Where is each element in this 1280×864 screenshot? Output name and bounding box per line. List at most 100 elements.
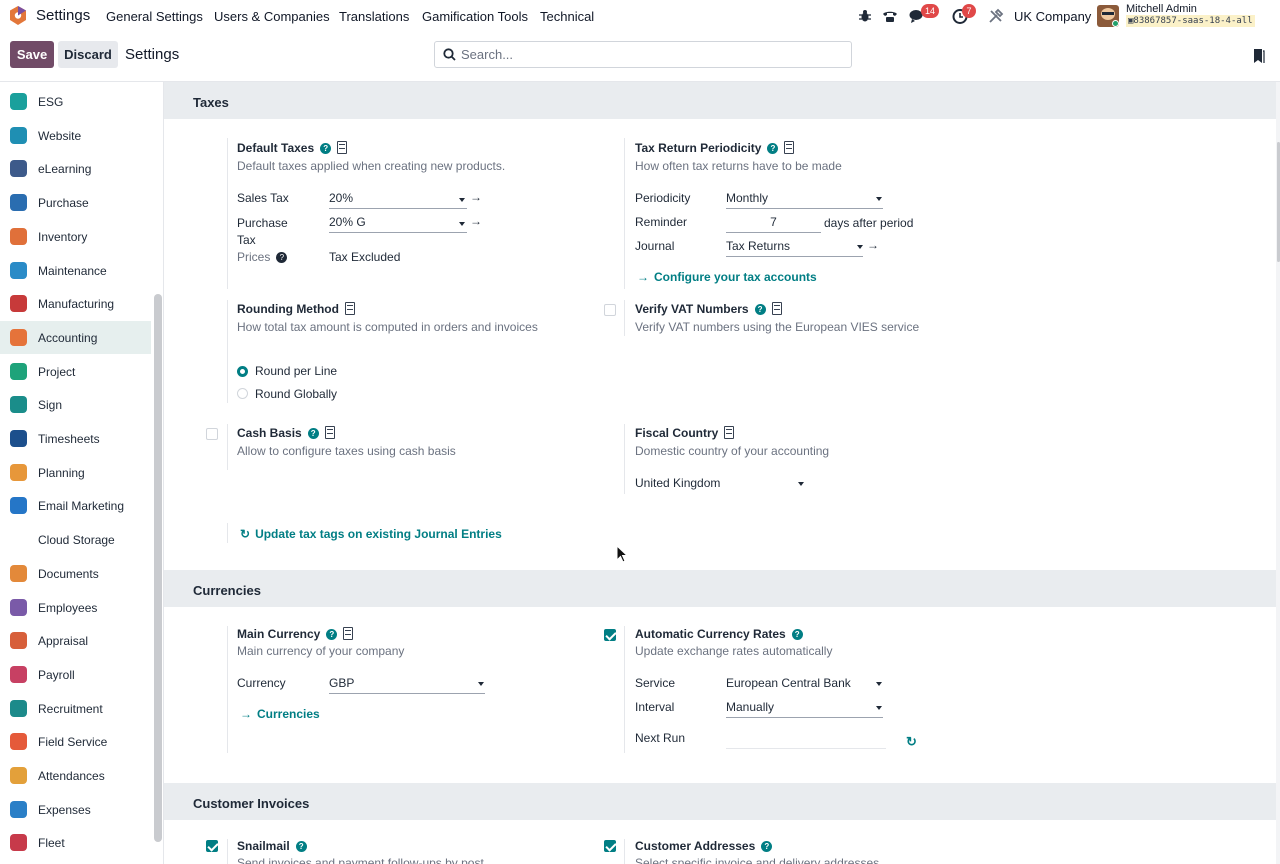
sidebar-item-website[interactable]: Website [0, 119, 151, 152]
help-icon[interactable]: ? [320, 143, 332, 154]
search-box[interactable] [434, 41, 852, 68]
sidebar-item-timesheets[interactable]: Timesheets [0, 422, 151, 455]
app-switcher-icon[interactable] [9, 6, 27, 25]
arrow-right-icon[interactable]: → [470, 190, 482, 204]
bug-icon[interactable] [857, 8, 873, 24]
sidebar-item-cloud-storage[interactable]: Cloud Storage [0, 523, 151, 556]
sidebar-item-purchase[interactable]: Purchase [0, 186, 151, 219]
menu-gamification-tools[interactable]: Gamification Tools [422, 9, 528, 24]
menu-translations[interactable]: Translations [339, 9, 410, 24]
round-globally-radio[interactable] [237, 388, 248, 399]
menu-technical[interactable]: Technical [540, 9, 595, 24]
sidebar-item-expenses[interactable]: Expenses [0, 793, 151, 826]
sidebar-item-label: Field Service [38, 735, 108, 749]
update-tax-tags-link[interactable]: ↻ Update tax tags on existing Journal Ent… [240, 527, 502, 541]
chat-icon[interactable] [909, 8, 925, 24]
periodicity-select[interactable]: Monthly [726, 191, 883, 209]
help-icon[interactable]: ? [295, 841, 307, 852]
company-switcher[interactable]: UK Company [1014, 9, 1092, 24]
sidebar-scrollbar[interactable] [154, 294, 162, 842]
sidebar-item-inventory[interactable]: Inventory [0, 220, 151, 253]
help-icon[interactable]: ? [754, 304, 766, 315]
cash-basis-checkbox[interactable] [206, 428, 218, 440]
sidebar-item-label: Recruitment [38, 702, 103, 716]
purchase-app-icon [10, 194, 27, 211]
help-icon[interactable]: ? [767, 143, 779, 154]
discard-button[interactable]: Discard [58, 41, 118, 68]
customer-addresses-checkbox[interactable] [604, 840, 616, 852]
snailmail-checkbox[interactable] [206, 840, 218, 852]
sidebar-item-project[interactable]: Project [0, 355, 151, 388]
refresh-rates-icon[interactable]: ↻ [906, 734, 917, 749]
currencies-link[interactable]: → Currencies [240, 707, 320, 721]
user-name[interactable]: Mitchell Admin [1126, 3, 1197, 15]
activity-badge: 7 [962, 4, 976, 18]
sidebar-item-recruitment[interactable]: Recruitment [0, 692, 151, 725]
journal-select[interactable]: Tax Returns [726, 239, 863, 257]
menu-general-settings[interactable]: General Settings [106, 9, 203, 24]
next-run-input[interactable] [726, 731, 886, 749]
bookmark-icon[interactable] [1253, 49, 1265, 63]
sidebar-item-maintenance[interactable]: Maintenance [0, 254, 151, 287]
company-building-icon [784, 141, 795, 154]
search-input[interactable] [461, 47, 841, 62]
tax-periodicity-setting: Tax Return Periodicity? [635, 141, 795, 155]
verify-vat-setting: Verify VAT Numbers? [635, 302, 782, 316]
configure-tax-accounts-link[interactable]: → Configure your tax accounts [637, 270, 817, 284]
sales-tax-select[interactable]: 20% [329, 191, 467, 209]
help-icon[interactable]: ? [326, 629, 338, 640]
help-icon[interactable]: ? [276, 252, 288, 263]
sidebar-item-sign[interactable]: Sign [0, 388, 151, 421]
verify-vat-checkbox[interactable] [604, 304, 616, 316]
arrow-right-icon[interactable]: → [470, 214, 482, 228]
arrow-right-icon[interactable]: → [867, 238, 879, 252]
sidebar-item-documents[interactable]: Documents [0, 557, 151, 590]
journal-label: Journal [635, 239, 675, 253]
sidebar-item-attendances[interactable]: Attendances [0, 759, 151, 792]
help-icon[interactable]: ? [761, 841, 773, 852]
sidebar-item-email-marketing[interactable]: Email Marketing [0, 489, 151, 522]
sidebar-item-appraisal[interactable]: Appraisal [0, 624, 151, 657]
help-icon[interactable]: ? [791, 629, 803, 640]
sidebar-item-planning[interactable]: Planning [0, 456, 151, 489]
accounting-app-icon [10, 329, 27, 346]
sidebar-item-accounting[interactable]: Accounting [0, 321, 151, 354]
reminder-input[interactable]: 7 [726, 215, 821, 233]
rounding-method-title: Rounding Method [237, 302, 339, 316]
service-select[interactable]: European Central Bank [726, 676, 851, 690]
main-scrollbar[interactable] [1277, 142, 1280, 262]
round-per-line-radio[interactable] [237, 366, 248, 377]
avatar[interactable] [1097, 5, 1119, 27]
interval-select[interactable]: Manually [726, 700, 883, 718]
tools-icon[interactable] [988, 8, 1004, 24]
sidebar-item-payroll[interactable]: Payroll [0, 658, 151, 691]
periodicity-label: Periodicity [635, 191, 691, 205]
section-title-taxes: Taxes [193, 95, 229, 110]
fiscal-country-select[interactable]: United Kingdom [635, 476, 721, 490]
auto-currency-rates-checkbox[interactable] [604, 629, 616, 641]
menu-users-companies[interactable]: Users & Companies [214, 9, 330, 24]
snailmail-setting: Snailmail? [237, 839, 307, 853]
sidebar-item-field-service[interactable]: Field Service [0, 725, 151, 758]
main-currency-desc: Main currency of your company [237, 644, 405, 658]
default-taxes-title: Default Taxes [237, 141, 315, 155]
tax-periodicity-desc: How often tax returns have to be made [635, 159, 842, 173]
app-title[interactable]: Settings [36, 7, 91, 24]
cash-basis-desc: Allow to configure taxes using cash basi… [237, 444, 456, 458]
help-icon[interactable]: ? [307, 428, 319, 439]
sidebar-item-label: Payroll [38, 668, 75, 682]
phone-icon[interactable] [882, 8, 898, 24]
sidebar-item-label: Timesheets [38, 432, 100, 446]
purchase-tax-select[interactable]: 20% G [329, 215, 467, 233]
update-tax-tags-text: Update tax tags on existing Journal Entr… [255, 527, 502, 541]
section-title-currencies: Currencies [193, 583, 261, 598]
divider [227, 138, 228, 289]
sidebar-item-fleet[interactable]: Fleet [0, 826, 151, 859]
sidebar-item-employees[interactable]: Employees [0, 591, 151, 624]
sidebar-item-esg[interactable]: ESG [0, 85, 151, 118]
company-building-icon [724, 426, 735, 439]
sidebar-item-elearning[interactable]: eLearning [0, 152, 151, 185]
currency-select[interactable]: GBP [329, 676, 485, 694]
sidebar-item-manufacturing[interactable]: Manufacturing [0, 287, 151, 320]
save-button[interactable]: Save [10, 41, 54, 68]
